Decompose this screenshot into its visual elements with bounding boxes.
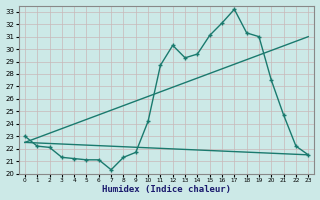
X-axis label: Humidex (Indice chaleur): Humidex (Indice chaleur): [102, 185, 231, 194]
